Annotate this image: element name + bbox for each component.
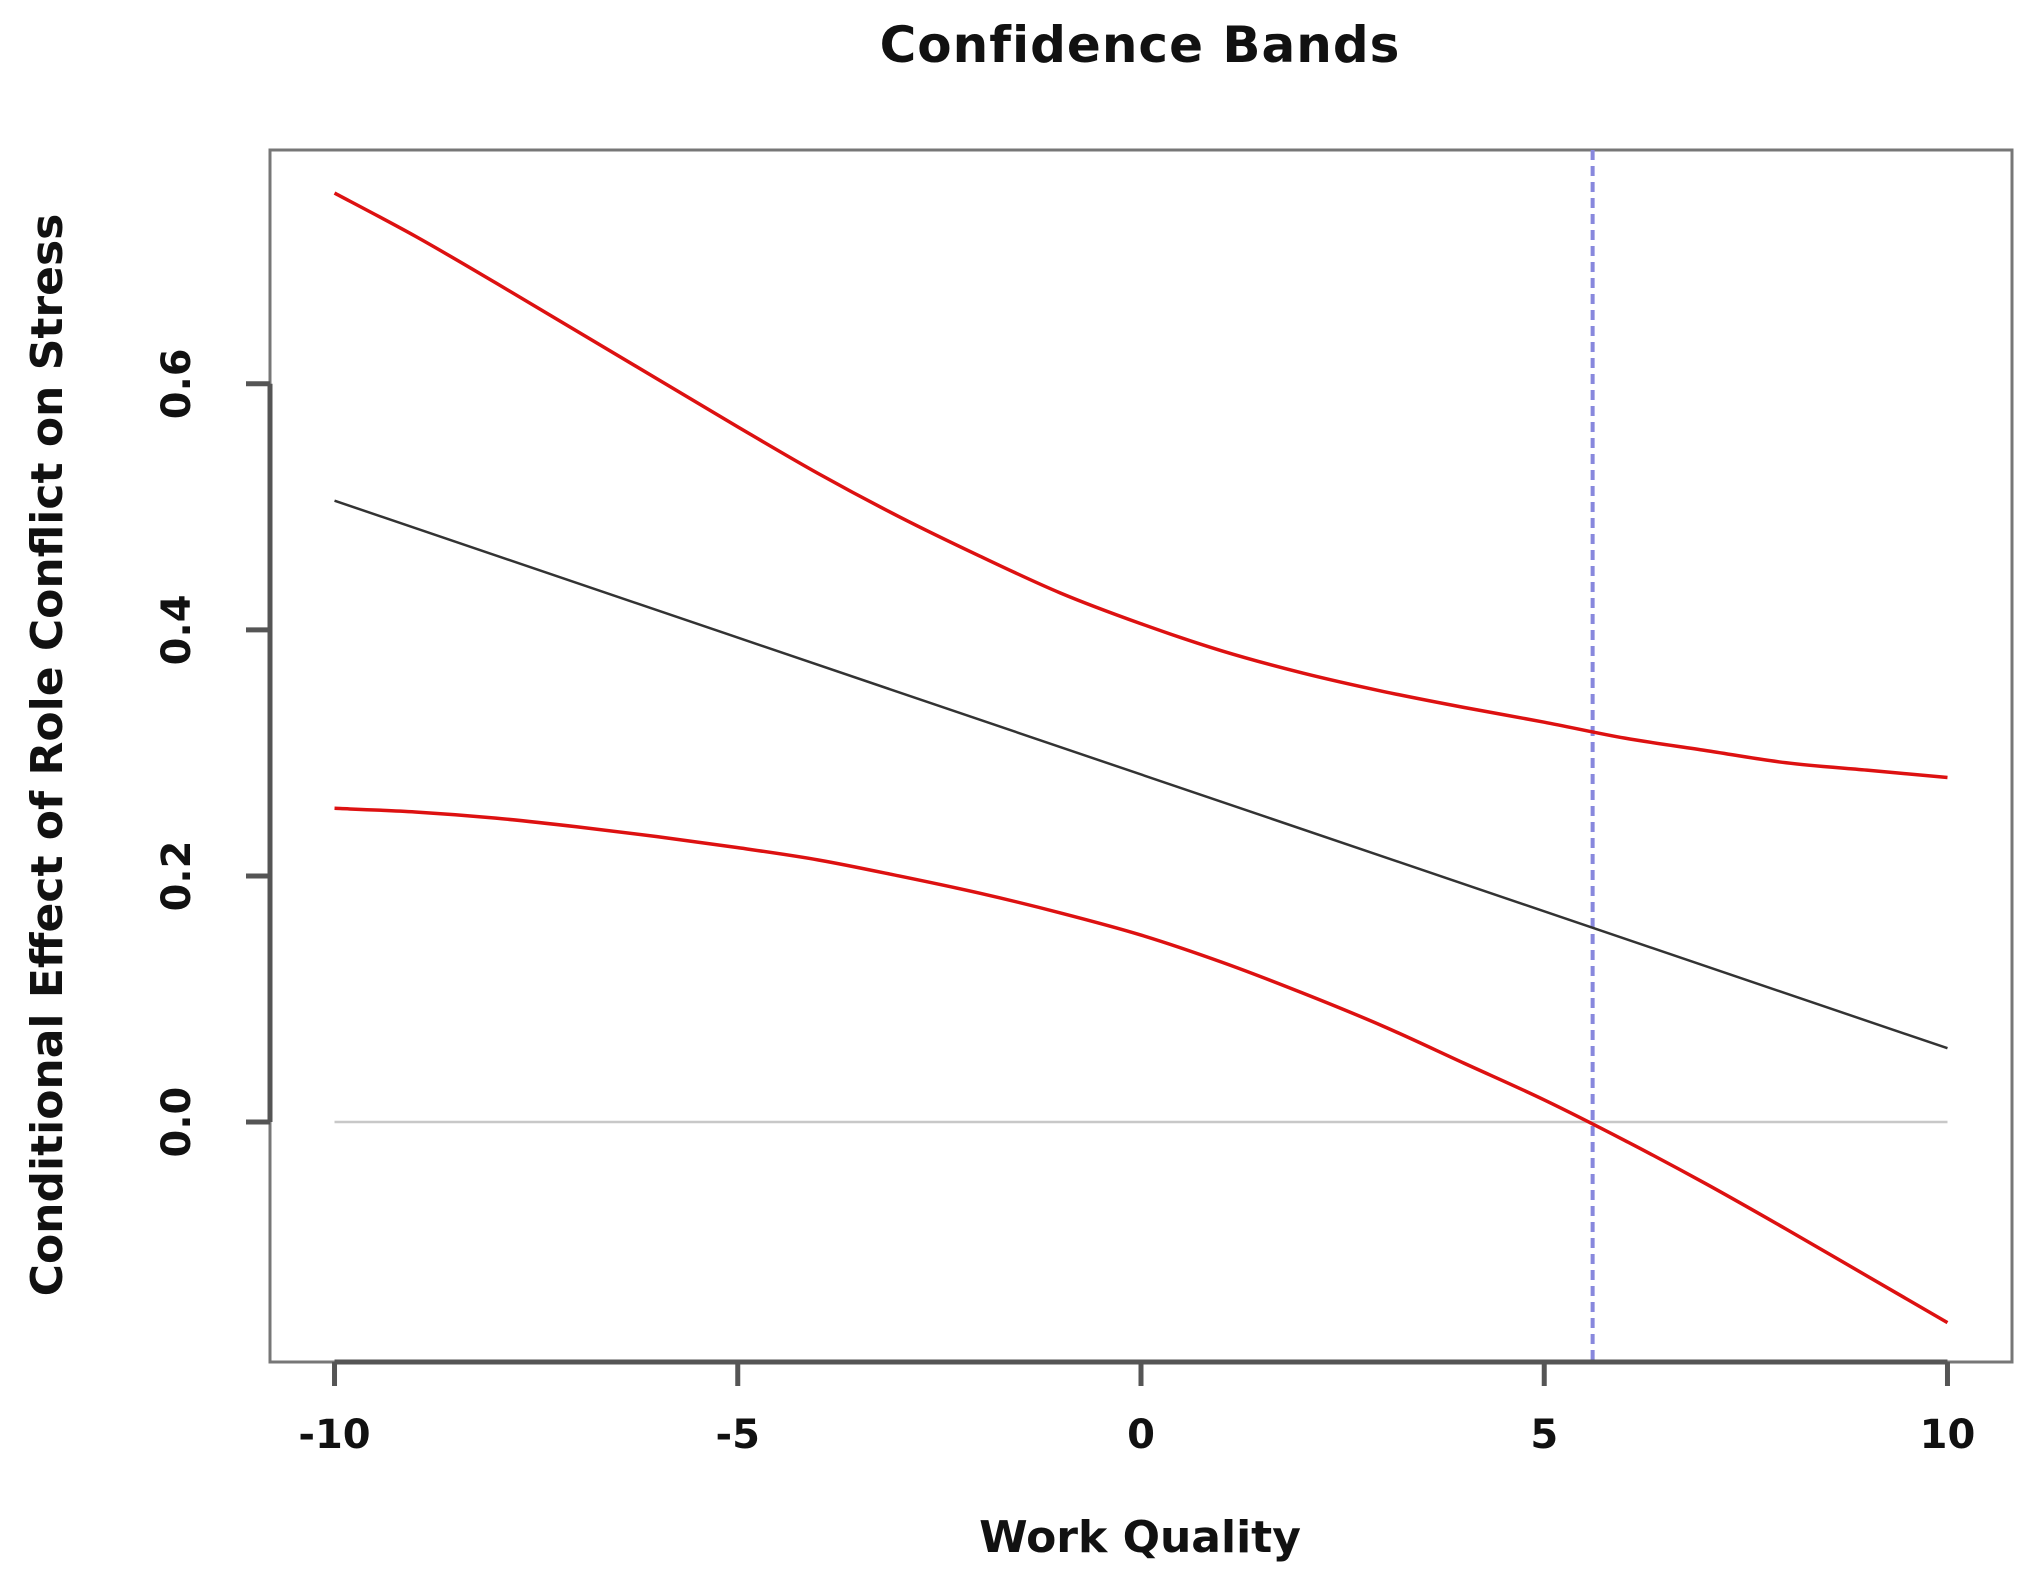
series-line-lower [334, 806, 1949, 1325]
series-line-estimate [334, 499, 1948, 1050]
y-axis-label: Conditional Effect of Role Conflict on S… [22, 214, 73, 1297]
x-axis-label: Work Quality [979, 1512, 1301, 1563]
series-line-upper [333, 191, 1948, 780]
x-tick-label: 5 [1530, 1412, 1558, 1458]
y-tick-label: 0.4 [154, 594, 200, 665]
x-tick-label: 10 [1920, 1412, 1976, 1458]
reference-lines [334, 150, 1948, 1362]
y-tick-label: 0.6 [154, 348, 200, 419]
x-tick-label: 0 [1127, 1412, 1155, 1458]
x-tick-label: -5 [716, 1412, 760, 1458]
y-tick-label: 0.2 [154, 841, 200, 912]
series-layer [333, 191, 1949, 1325]
chart-title: Confidence Bands [880, 16, 1401, 74]
x-tick-label: -10 [298, 1412, 370, 1458]
x-axis: -10 -5 0 5 10 [298, 1359, 1976, 1458]
y-axis: 0.0 0.2 0.4 0.6 [154, 348, 273, 1158]
y-tick-label: 0.0 [154, 1087, 200, 1158]
